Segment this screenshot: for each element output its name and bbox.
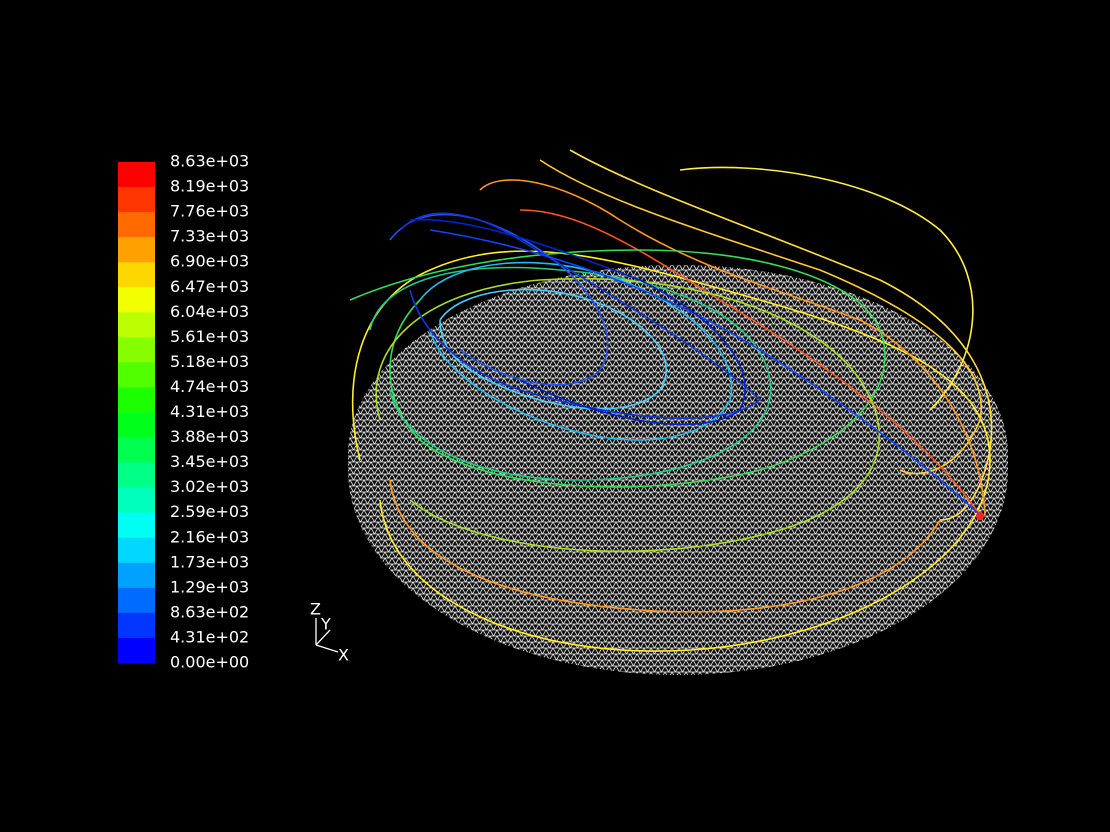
colorbar-segment [118,637,155,664]
triad-z: Z [310,600,321,619]
colorbar-label: 6.04e+03 [170,302,249,321]
colorbar-segment [118,487,155,514]
colorbar-label: 3.88e+03 [170,427,249,446]
colorbar-segment [118,162,155,188]
colorbar-label: 7.76e+03 [170,202,249,221]
mesh-body [348,265,1008,675]
colorbar-segment [118,387,155,413]
streamline [679,166,974,411]
colorbar-segment [118,462,155,489]
colorbar-label: 5.18e+03 [170,352,249,371]
streamline [375,277,881,553]
colorbar-segment [118,262,155,288]
colorbar-segment [118,312,155,338]
colorbar-label: 6.47e+03 [170,277,249,296]
streamlines [349,149,993,652]
colorbar-label: 7.33e+03 [170,227,249,246]
colorbar-segment [118,587,155,614]
colorbar-segment [118,237,155,263]
seed-point [976,512,984,520]
colorbar-segment [118,437,155,464]
colorbar-label: 2.59e+03 [170,502,249,521]
triad-lines [315,618,339,653]
colorbar-label: 4.31e+03 [170,402,249,421]
streamline [389,213,609,386]
colorbar-label: 0.00e+00 [170,653,249,672]
colorbar-segment [118,512,155,539]
colorbar-label: 8.63e+03 [170,152,249,171]
colorbar-label: 8.63e+02 [170,602,249,621]
streamline [369,266,772,481]
colorbar-segment [118,537,155,564]
streamline [349,249,886,488]
triad-y: Y [320,615,331,634]
colorbar-segment [118,337,155,363]
colorbar-label: 8.19e+03 [170,177,249,196]
colorbar-label: 4.74e+03 [170,377,249,396]
colorbar-segment [118,412,155,439]
streamline [419,261,733,441]
streamline [389,479,941,613]
streamline [519,209,981,516]
colorbar-label: 1.29e+03 [170,577,249,596]
colorbar-label: 6.90e+03 [170,252,249,271]
colorbar-label: 3.45e+03 [170,452,249,471]
colorbar-segment [118,187,155,213]
colorbar-label: 3.02e+03 [170,477,249,496]
colorbar-label: 4.31e+02 [170,627,249,646]
streamline [409,218,746,426]
streamline [539,159,982,475]
colorbar-label: 1.73e+03 [170,552,249,571]
colorbar-segment [118,287,155,313]
streamline [429,229,981,516]
colorbar-label: 5.61e+03 [170,327,249,346]
axis-triad: Z Y X [310,600,349,665]
colorbar: 8.63e+03 8.19e+03 7.76e+03 7.33e+03 6.90e+03… [118,152,249,672]
streamline [351,250,991,652]
colorbar-segment [118,562,155,589]
colorbar-segment [118,362,155,388]
streamline [439,288,667,410]
streamline [399,212,762,419]
colorbar-segment [118,612,155,639]
colorbar-label: 2.16e+03 [170,527,249,546]
colorbar-segment [118,212,155,238]
triad-x: X [338,646,349,665]
streamline [479,179,986,516]
